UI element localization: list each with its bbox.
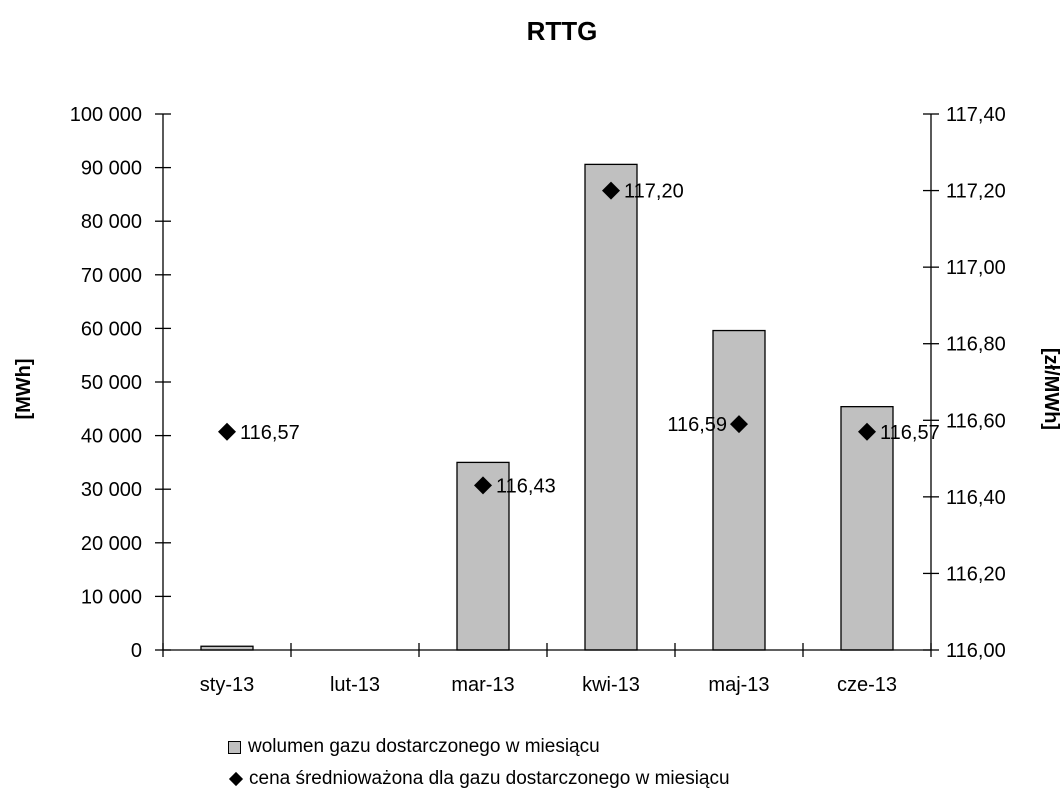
y2-tick-label: 116,40 bbox=[946, 487, 1006, 509]
price-marker-sty-13 bbox=[218, 422, 236, 441]
x-tick-label: lut-13 bbox=[330, 674, 380, 696]
x-tick-label: maj-13 bbox=[708, 674, 769, 696]
x-tick-label: kwi-13 bbox=[582, 674, 640, 696]
legend-label-price: cena średnioważona dla gazu dostarczoneg… bbox=[249, 768, 730, 789]
x-tick-label: mar-13 bbox=[451, 674, 514, 696]
y2-tick-label: 117,00 bbox=[946, 257, 1006, 279]
legend-label-volume: wolumen gazu dostarczonego w miesiącu bbox=[248, 736, 600, 757]
y2-axis-title: [zł/MWh] bbox=[1040, 348, 1062, 430]
y2-tick-label: 117,40 bbox=[946, 104, 1006, 126]
y-tick-label: 60 000 bbox=[81, 318, 142, 340]
bar-kwi-13 bbox=[584, 163, 638, 651]
price-data-label: 116,57 bbox=[880, 422, 940, 444]
price-data-label: 116,59 bbox=[667, 414, 727, 436]
y-tick-label: 70 000 bbox=[81, 265, 142, 287]
y-tick-label: 30 000 bbox=[81, 479, 142, 501]
legend-diamond-marker bbox=[228, 771, 244, 787]
y-axis-title: [MWh] bbox=[13, 358, 35, 419]
price-data-label: 116,43 bbox=[496, 475, 556, 497]
price-data-label: 116,57 bbox=[240, 422, 300, 444]
plot-area: 0 10 000 20 000 30 000 40 000 50 000 60 000 70 … bbox=[70, 104, 1006, 696]
x-tick-label: cze-13 bbox=[837, 674, 897, 696]
y-tick-label: 10 000 bbox=[81, 586, 142, 608]
y-tick-label: 100 000 bbox=[70, 104, 142, 126]
y2-tick-label: 116,00 bbox=[946, 640, 1006, 662]
y-tick-label: 0 bbox=[131, 640, 142, 662]
y2-tick-label: 116,80 bbox=[946, 334, 1006, 356]
x-tick-label: sty-13 bbox=[200, 674, 254, 696]
y-tick-label: 40 000 bbox=[81, 426, 142, 448]
y-tick-label: 90 000 bbox=[81, 158, 142, 180]
y2-tick-label: 116,60 bbox=[946, 410, 1006, 432]
y-tick-label: 80 000 bbox=[81, 211, 142, 233]
legend-bar-swatch bbox=[228, 740, 241, 754]
price-marker-cze-13 bbox=[858, 422, 876, 441]
chart-title: RTTG bbox=[527, 16, 598, 46]
price-marker-kwi-13 bbox=[602, 181, 620, 200]
price-data-label: 117,20 bbox=[624, 181, 684, 203]
legend-item-volume: wolumen gazu dostarczonego w miesiącu bbox=[228, 736, 928, 758]
y-tick-label: 50 000 bbox=[81, 372, 142, 394]
price-marker-maj-13 bbox=[730, 415, 748, 434]
price-marker-mar-13 bbox=[474, 476, 492, 495]
bar-mar-13 bbox=[456, 461, 510, 651]
legend-item-price: cena średnioważona dla gazu dostarczoneg… bbox=[228, 768, 928, 790]
y-tick-label: 20 000 bbox=[81, 533, 142, 555]
bar-maj-13 bbox=[712, 329, 766, 651]
y2-tick-label: 117,20 bbox=[946, 181, 1006, 203]
y2-tick-label: 116,20 bbox=[946, 563, 1006, 585]
